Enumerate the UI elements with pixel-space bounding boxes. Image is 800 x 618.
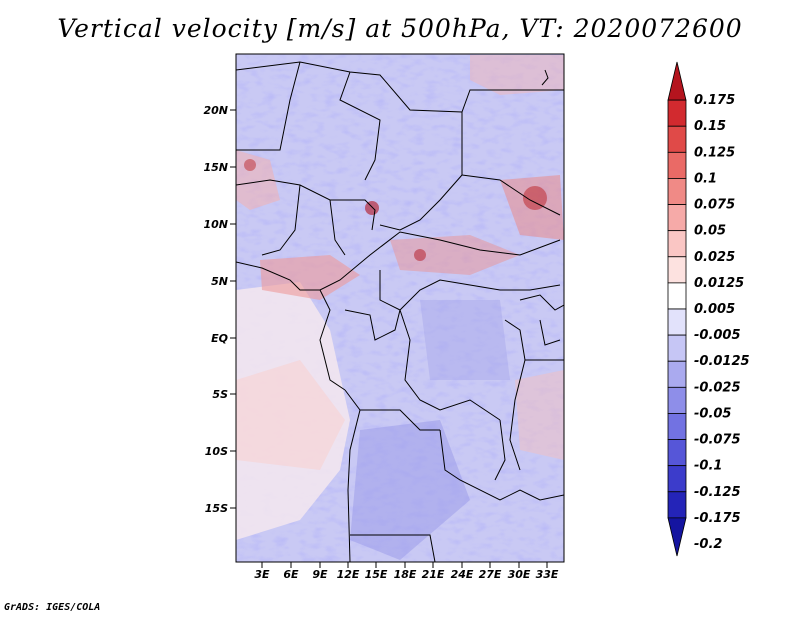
colorbar-label: 0.175 — [694, 93, 735, 108]
colorbar-swatch — [667, 99, 687, 127]
colorbar-label: 0.025 — [694, 250, 735, 265]
colorbar-label: -0.05 — [694, 406, 731, 421]
colorbar-swatch — [667, 230, 687, 258]
lat-label: 15N — [203, 161, 228, 174]
lon-label: 24E — [451, 568, 474, 581]
colorbar-swatch — [667, 334, 687, 362]
lat-label: EQ — [211, 332, 228, 345]
colorbar-label: -0.075 — [694, 433, 741, 448]
colorbar-swatch — [667, 256, 687, 284]
lat-label: 15S — [205, 502, 228, 515]
colorbar: 0.175 0.15 0.125 0.1 0.075 0.05 0.025 0.0125 0.0… — [667, 61, 750, 557]
colorbar-label: -0.2 — [694, 537, 722, 552]
country-borders — [236, 61, 564, 562]
colorbar-swatch — [667, 439, 687, 467]
colorbar-label: 0.0125 — [694, 276, 744, 291]
colorbar-label: 0.15 — [694, 119, 726, 134]
lat-axis: 20N 15N 10N 5N EQ 5S 10S 15S — [203, 104, 236, 515]
lat-label: 5S — [212, 388, 228, 401]
colorbar-swatch — [667, 386, 687, 414]
lon-axis: 3E 6E 9E 12E 15E 18E 21E 24E 27E 30E 33E — [254, 562, 559, 581]
colorbar-swatch — [667, 178, 687, 205]
colorbar-label: -0.0125 — [694, 354, 750, 369]
lat-label: 10S — [205, 445, 228, 458]
colorbar-label: -0.1 — [694, 459, 722, 474]
lat-label: 10N — [203, 218, 228, 231]
colorbar-swatch — [667, 125, 687, 153]
colorbar-label: 0.1 — [694, 171, 717, 186]
lat-label: 20N — [203, 104, 228, 117]
lon-label: 12E — [337, 568, 360, 581]
colorbar-label: 0.005 — [694, 302, 735, 317]
lat-label: 5N — [211, 275, 228, 288]
colorbar-label: -0.005 — [694, 328, 741, 343]
lon-label: 18E — [394, 568, 417, 581]
colorbar-label: -0.025 — [694, 380, 741, 395]
lon-label: 3E — [254, 568, 270, 581]
lon-label: 33E — [536, 568, 559, 581]
colorbar-swatch — [667, 204, 687, 232]
colorbar-swatch — [667, 491, 687, 519]
colorbar-label: -0.175 — [694, 511, 741, 526]
colorbar-swatch — [667, 151, 687, 179]
lon-label: 6E — [283, 568, 299, 581]
colorbar-label: 0.125 — [694, 145, 735, 160]
colorbar-swatch — [667, 465, 687, 493]
lon-label: 27E — [479, 568, 502, 581]
footer-credit: GrADS: IGES/COLA — [4, 602, 101, 613]
lon-label: 9E — [312, 568, 328, 581]
colorbar-swatch — [667, 360, 687, 388]
lon-label: 30E — [508, 568, 531, 581]
chart-title: Vertical velocity [m/s] at 500hPa, VT: 2… — [57, 14, 743, 43]
colorbar-swatch — [667, 282, 687, 310]
colorbar-swatch — [667, 413, 687, 440]
colorbar-swatch — [667, 308, 687, 336]
colorbar-swatch — [667, 61, 687, 101]
map-frame — [235, 53, 565, 563]
lon-label: 15E — [365, 568, 388, 581]
lon-label: 21E — [422, 568, 445, 581]
colorbar-label: -0.125 — [694, 485, 741, 500]
colorbar-label: 0.05 — [694, 224, 726, 239]
colorbar-swatch — [667, 517, 687, 557]
map-field — [236, 54, 564, 562]
colorbar-label: 0.075 — [694, 198, 735, 213]
